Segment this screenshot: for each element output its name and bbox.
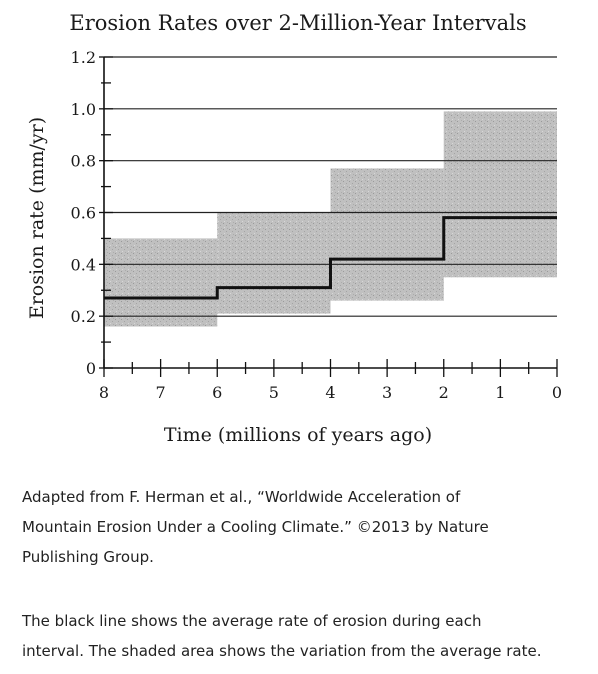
chart-title: Erosion Rates over 2-Million-Year Interv… xyxy=(69,11,526,35)
y-tick-label: 0.2 xyxy=(71,307,96,326)
source-caption: Adapted from F. Herman et al., “Worldwid… xyxy=(22,482,582,572)
erosion-rate-chart: Erosion Rates over 2-Million-Year Interv… xyxy=(26,11,563,446)
source-caption-line: Publishing Group. xyxy=(22,548,154,566)
y-tick-label: 0 xyxy=(86,359,96,378)
y-axis-label: Erosion rate (mm/yr) xyxy=(26,117,48,319)
source-caption-line: Mountain Erosion Under a Cooling Climate… xyxy=(22,518,489,536)
x-tick-label: 5 xyxy=(269,383,279,402)
x-tick-label: 1 xyxy=(495,383,505,402)
x-tick-label: 7 xyxy=(156,383,166,402)
chart-note-line: The black line shows the average rate of… xyxy=(22,612,482,630)
chart-note-line: interval. The shaded area shows the vari… xyxy=(22,642,542,660)
y-tick-label: 1.2 xyxy=(71,48,96,67)
range-band xyxy=(104,238,218,327)
x-tick-label: 4 xyxy=(325,383,335,402)
x-tick-label: 0 xyxy=(552,383,562,402)
x-tick-label: 8 xyxy=(99,383,109,402)
x-tick-label: 6 xyxy=(212,383,222,402)
y-tick-label: 1.0 xyxy=(71,100,96,119)
range-band xyxy=(330,168,444,301)
x-tick-label: 2 xyxy=(439,383,449,402)
x-axis-label: Time (millions of years ago) xyxy=(164,424,432,446)
x-tick-label: 3 xyxy=(382,383,392,402)
range-band xyxy=(217,212,331,314)
y-tick-label: 0.6 xyxy=(71,204,96,223)
y-tick-label: 0.8 xyxy=(71,152,96,171)
source-caption-line: Adapted from F. Herman et al., “Worldwid… xyxy=(22,488,461,506)
y-tick-label: 0.4 xyxy=(71,255,96,274)
range-band xyxy=(443,111,557,278)
chart-note: The black line shows the average rate of… xyxy=(22,606,582,666)
average-rate-line xyxy=(104,216,557,300)
plot-area: 0 0.2 0.4 0.6 0.8 1.0 1.2 8 7 6 5 4 3 2 1 0 xyxy=(71,48,563,402)
